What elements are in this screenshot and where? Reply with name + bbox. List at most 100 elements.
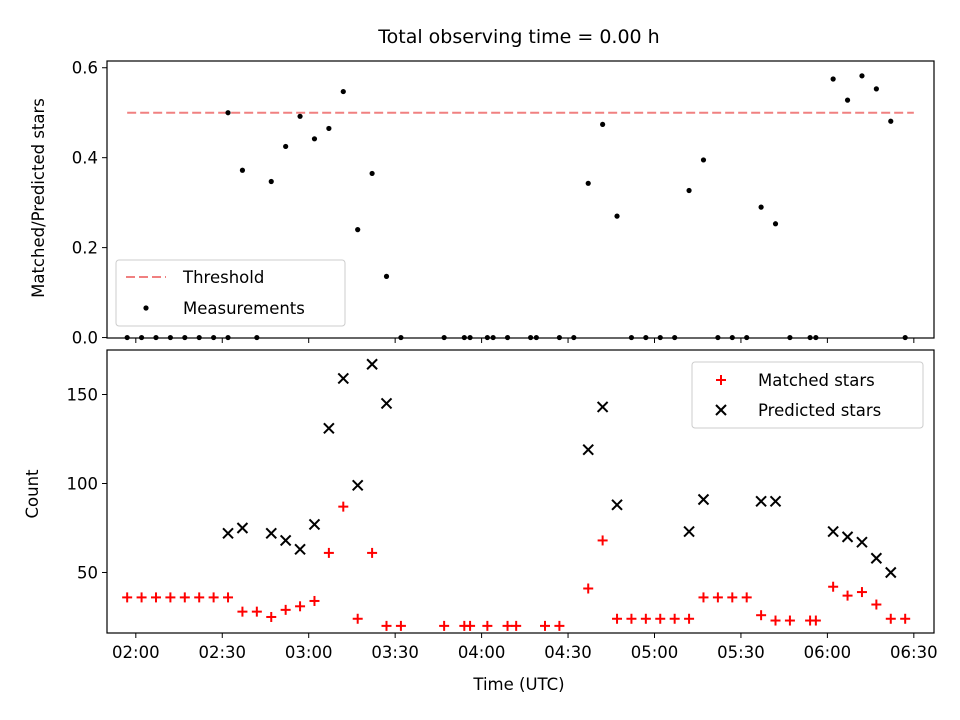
matched-star-point [251,606,262,617]
measurement-point [254,334,260,341]
matched-star-point [295,601,306,612]
measurement-point [311,136,318,142]
predicted-star-point [380,397,393,410]
measurement-point [600,121,606,128]
measurement-point [807,334,813,341]
measurement-point [700,157,707,163]
measurement-point [859,73,865,79]
matched-star-point [810,615,821,626]
measurement-point [211,334,217,341]
matched-star-point [367,547,378,558]
measurement-point [182,334,188,341]
matched-star-point [583,583,594,594]
measurement-point [283,143,289,150]
measurement-point [571,334,577,341]
matched-star-point [626,613,637,624]
predicted-star-point [856,536,868,548]
matched-star-point [669,613,680,624]
matched-star-point [640,613,651,624]
matched-star-point [482,620,493,631]
x-tick-label: 06:00 [804,643,852,662]
matched-star-point [842,590,853,601]
measurement-point [340,88,346,95]
measurement-point [772,221,779,227]
measurement-point [441,334,447,341]
legend-threshold-label: Threshold [182,268,264,287]
measurement-point [225,110,231,116]
measurement-point [628,334,635,341]
measurement-point [138,334,145,341]
legend-bottom: Matched stars Predicted stars [691,361,924,429]
matched-star-point [266,611,277,622]
x-tick-label: 05:30 [717,643,765,662]
measurement-point [355,227,361,233]
measurement-point [225,334,231,341]
matched-star-point [597,535,608,546]
matched-star-point [756,610,767,621]
predicted-star-point [366,358,378,370]
matched-star-point [338,501,349,512]
x-tick-label: 04:30 [544,643,592,662]
y-tick-label: 100 [67,474,99,493]
predicted-star-point [279,534,292,547]
measurement-point [844,97,851,103]
predicted-star-point [351,479,364,491]
measurement-point [830,76,836,82]
legend-box [115,259,346,327]
predicted-star-point [683,525,695,538]
x-tick-label: 06:30 [890,643,938,662]
measurement-point [715,334,721,341]
matched-star-point [395,620,406,631]
measurement-point [643,334,649,341]
measurement-point [504,334,511,341]
predicted-star-point [582,443,594,456]
matched-star-point [381,620,392,631]
measurement-point [787,334,793,341]
measurement-point [672,334,678,341]
matched-star-point [828,581,839,592]
predicted-star-point [265,527,277,540]
matched-star-point [727,592,738,603]
matched-star-point [871,599,882,610]
matched-star-point [150,592,161,603]
measurement-point [484,334,490,341]
measurement-point [196,334,202,341]
matched-star-point [309,595,320,606]
x-axis-label: Time (UTC) [472,675,564,694]
measurement-point [614,213,620,219]
matched-star-point [885,613,896,624]
measurement-point [686,187,692,194]
predicted-star-point [870,552,883,564]
measurement-point [556,334,563,341]
y-tick-label: 0.0 [72,329,98,348]
predicted-star-point [294,543,306,556]
predicted-star-point [885,566,897,579]
matched-star-point [712,592,723,603]
legend-predicted-label: Predicted stars [758,401,881,420]
legend-measurement-swatch [143,305,149,311]
matched-star-point [439,620,450,631]
plot-frame [106,60,935,339]
matched-star-point [280,604,291,615]
matched-star-point [539,620,550,631]
matched-star-point [237,606,248,617]
measurement-point [490,334,496,341]
x-tick-label: 02:00 [112,643,160,662]
measurement-point [297,113,303,119]
predicted-star-point [236,522,249,534]
measurement-point [124,334,130,341]
measurement-point [153,334,159,341]
matched-star-point [465,620,476,631]
measurement-point [533,334,539,341]
matched-star-point [502,620,513,631]
measurement-point [873,86,879,92]
measurement-point [383,273,390,279]
measurement-point [758,204,764,210]
predicted-star-point [308,518,321,531]
predicted-star-point [769,495,782,507]
predicted-star-point [337,372,349,385]
measurement-point [268,178,274,185]
predicted-star-point [827,525,839,538]
matched-star-point [136,592,147,603]
